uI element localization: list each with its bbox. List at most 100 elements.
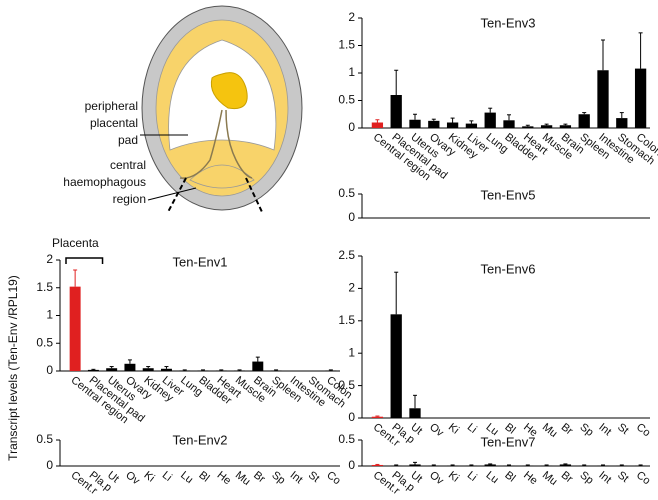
bar bbox=[70, 287, 81, 371]
x-tick-label: He bbox=[521, 469, 539, 487]
y-tick-label: 0 bbox=[348, 410, 355, 424]
x-tick-label: Bl bbox=[196, 469, 211, 484]
bar bbox=[428, 465, 439, 466]
error-bar bbox=[563, 124, 567, 125]
error-bar bbox=[601, 40, 605, 70]
error-bar bbox=[394, 70, 398, 95]
bar bbox=[635, 69, 646, 128]
x-tick-label: Int bbox=[596, 421, 613, 438]
error-bar bbox=[375, 416, 379, 417]
diagram-label: pad bbox=[118, 133, 138, 147]
diagram-label: haemophagous bbox=[63, 175, 146, 189]
y-tick-label: 0.5 bbox=[338, 432, 355, 446]
diagram-label: central bbox=[110, 158, 146, 172]
bar bbox=[616, 465, 627, 466]
error-bar bbox=[432, 119, 436, 121]
bar bbox=[579, 465, 590, 466]
annotation-bracket bbox=[66, 258, 103, 264]
y-tick-label: 2 bbox=[348, 10, 355, 24]
error-bar bbox=[413, 462, 417, 464]
error-bar bbox=[394, 465, 398, 466]
error-bar bbox=[375, 120, 379, 123]
diagram-label: placental bbox=[90, 116, 138, 130]
bar bbox=[409, 464, 420, 466]
bar bbox=[635, 465, 646, 466]
error-bar bbox=[394, 272, 398, 314]
error-bar bbox=[375, 464, 379, 465]
x-tick-label: Co bbox=[634, 421, 652, 439]
bar bbox=[179, 370, 190, 371]
bar bbox=[88, 370, 99, 371]
x-tick-label: Li bbox=[160, 469, 174, 484]
y-tick-label: 2 bbox=[348, 281, 355, 295]
diagram-label: region bbox=[113, 192, 146, 206]
y-tick-label: 1 bbox=[348, 345, 355, 359]
bar bbox=[466, 465, 477, 466]
error-bar bbox=[219, 370, 223, 371]
bar bbox=[522, 465, 533, 466]
bar bbox=[252, 362, 263, 371]
bar bbox=[541, 465, 552, 466]
bar bbox=[503, 465, 514, 466]
error-bar bbox=[469, 465, 473, 466]
diagram-label: peripheral bbox=[85, 99, 138, 113]
error-bar bbox=[545, 465, 549, 466]
x-tick-label: Br bbox=[251, 469, 267, 485]
bar bbox=[391, 314, 402, 418]
x-tick-label: Bl bbox=[502, 469, 517, 484]
bar bbox=[447, 123, 458, 129]
error-bar bbox=[329, 370, 333, 371]
bar bbox=[391, 465, 402, 466]
error-bar bbox=[563, 464, 567, 465]
annotation: Placenta bbox=[52, 236, 99, 250]
x-tick-label: Int bbox=[596, 469, 613, 486]
bar bbox=[579, 114, 590, 128]
x-tick-label: Int bbox=[288, 469, 305, 486]
x-tick-label: Sp bbox=[269, 469, 287, 487]
y-tick-label: 1.5 bbox=[36, 280, 53, 294]
error-bar bbox=[639, 33, 643, 69]
bar bbox=[325, 370, 336, 371]
bar bbox=[616, 118, 627, 128]
chart-title: Ten-Env1 bbox=[173, 254, 228, 269]
bar bbox=[466, 124, 477, 128]
bar bbox=[409, 120, 420, 128]
x-tick-label: Mu bbox=[540, 469, 559, 488]
bar bbox=[106, 368, 117, 371]
x-tick-label: Sp bbox=[578, 421, 596, 439]
y-tick-label: 2 bbox=[46, 252, 53, 266]
bar bbox=[522, 126, 533, 128]
bar bbox=[428, 121, 439, 128]
bar bbox=[409, 408, 420, 418]
x-tick-label: Lu bbox=[178, 469, 195, 486]
error-bar bbox=[274, 370, 278, 371]
x-tick-label: St bbox=[615, 469, 631, 485]
bar bbox=[372, 417, 383, 418]
y-tick-label: 1 bbox=[348, 65, 355, 79]
y-tick-label: 1 bbox=[46, 308, 53, 322]
error-bar bbox=[488, 464, 492, 465]
bar-chart: Ten-Env300.511.52Central regionPlacental… bbox=[338, 10, 658, 183]
error-bar bbox=[620, 465, 624, 466]
bar bbox=[391, 95, 402, 128]
bar bbox=[485, 464, 496, 466]
chart-title: Ten-Env3 bbox=[481, 15, 536, 30]
x-tick-label: Br bbox=[559, 469, 575, 485]
y-tick-label: 0 bbox=[46, 458, 53, 472]
error-bar bbox=[128, 360, 132, 364]
error-bar bbox=[507, 465, 511, 466]
x-tick-label: Sp bbox=[578, 469, 596, 487]
bar-chart: Ten-Env200.5Cent.rPla.pUtOvKiLiLuBlHeMuB… bbox=[36, 432, 342, 497]
bar bbox=[485, 113, 496, 128]
y-tick-label: 0 bbox=[348, 120, 355, 134]
bar bbox=[372, 123, 383, 129]
x-tick-label: Ov bbox=[427, 469, 446, 487]
error-bar bbox=[110, 367, 114, 369]
error-bar bbox=[73, 270, 77, 287]
error-bar bbox=[451, 118, 455, 122]
x-tick-label: Ov bbox=[123, 469, 142, 487]
error-bar bbox=[620, 113, 624, 119]
error-bar bbox=[201, 370, 205, 371]
error-bar bbox=[451, 465, 455, 466]
